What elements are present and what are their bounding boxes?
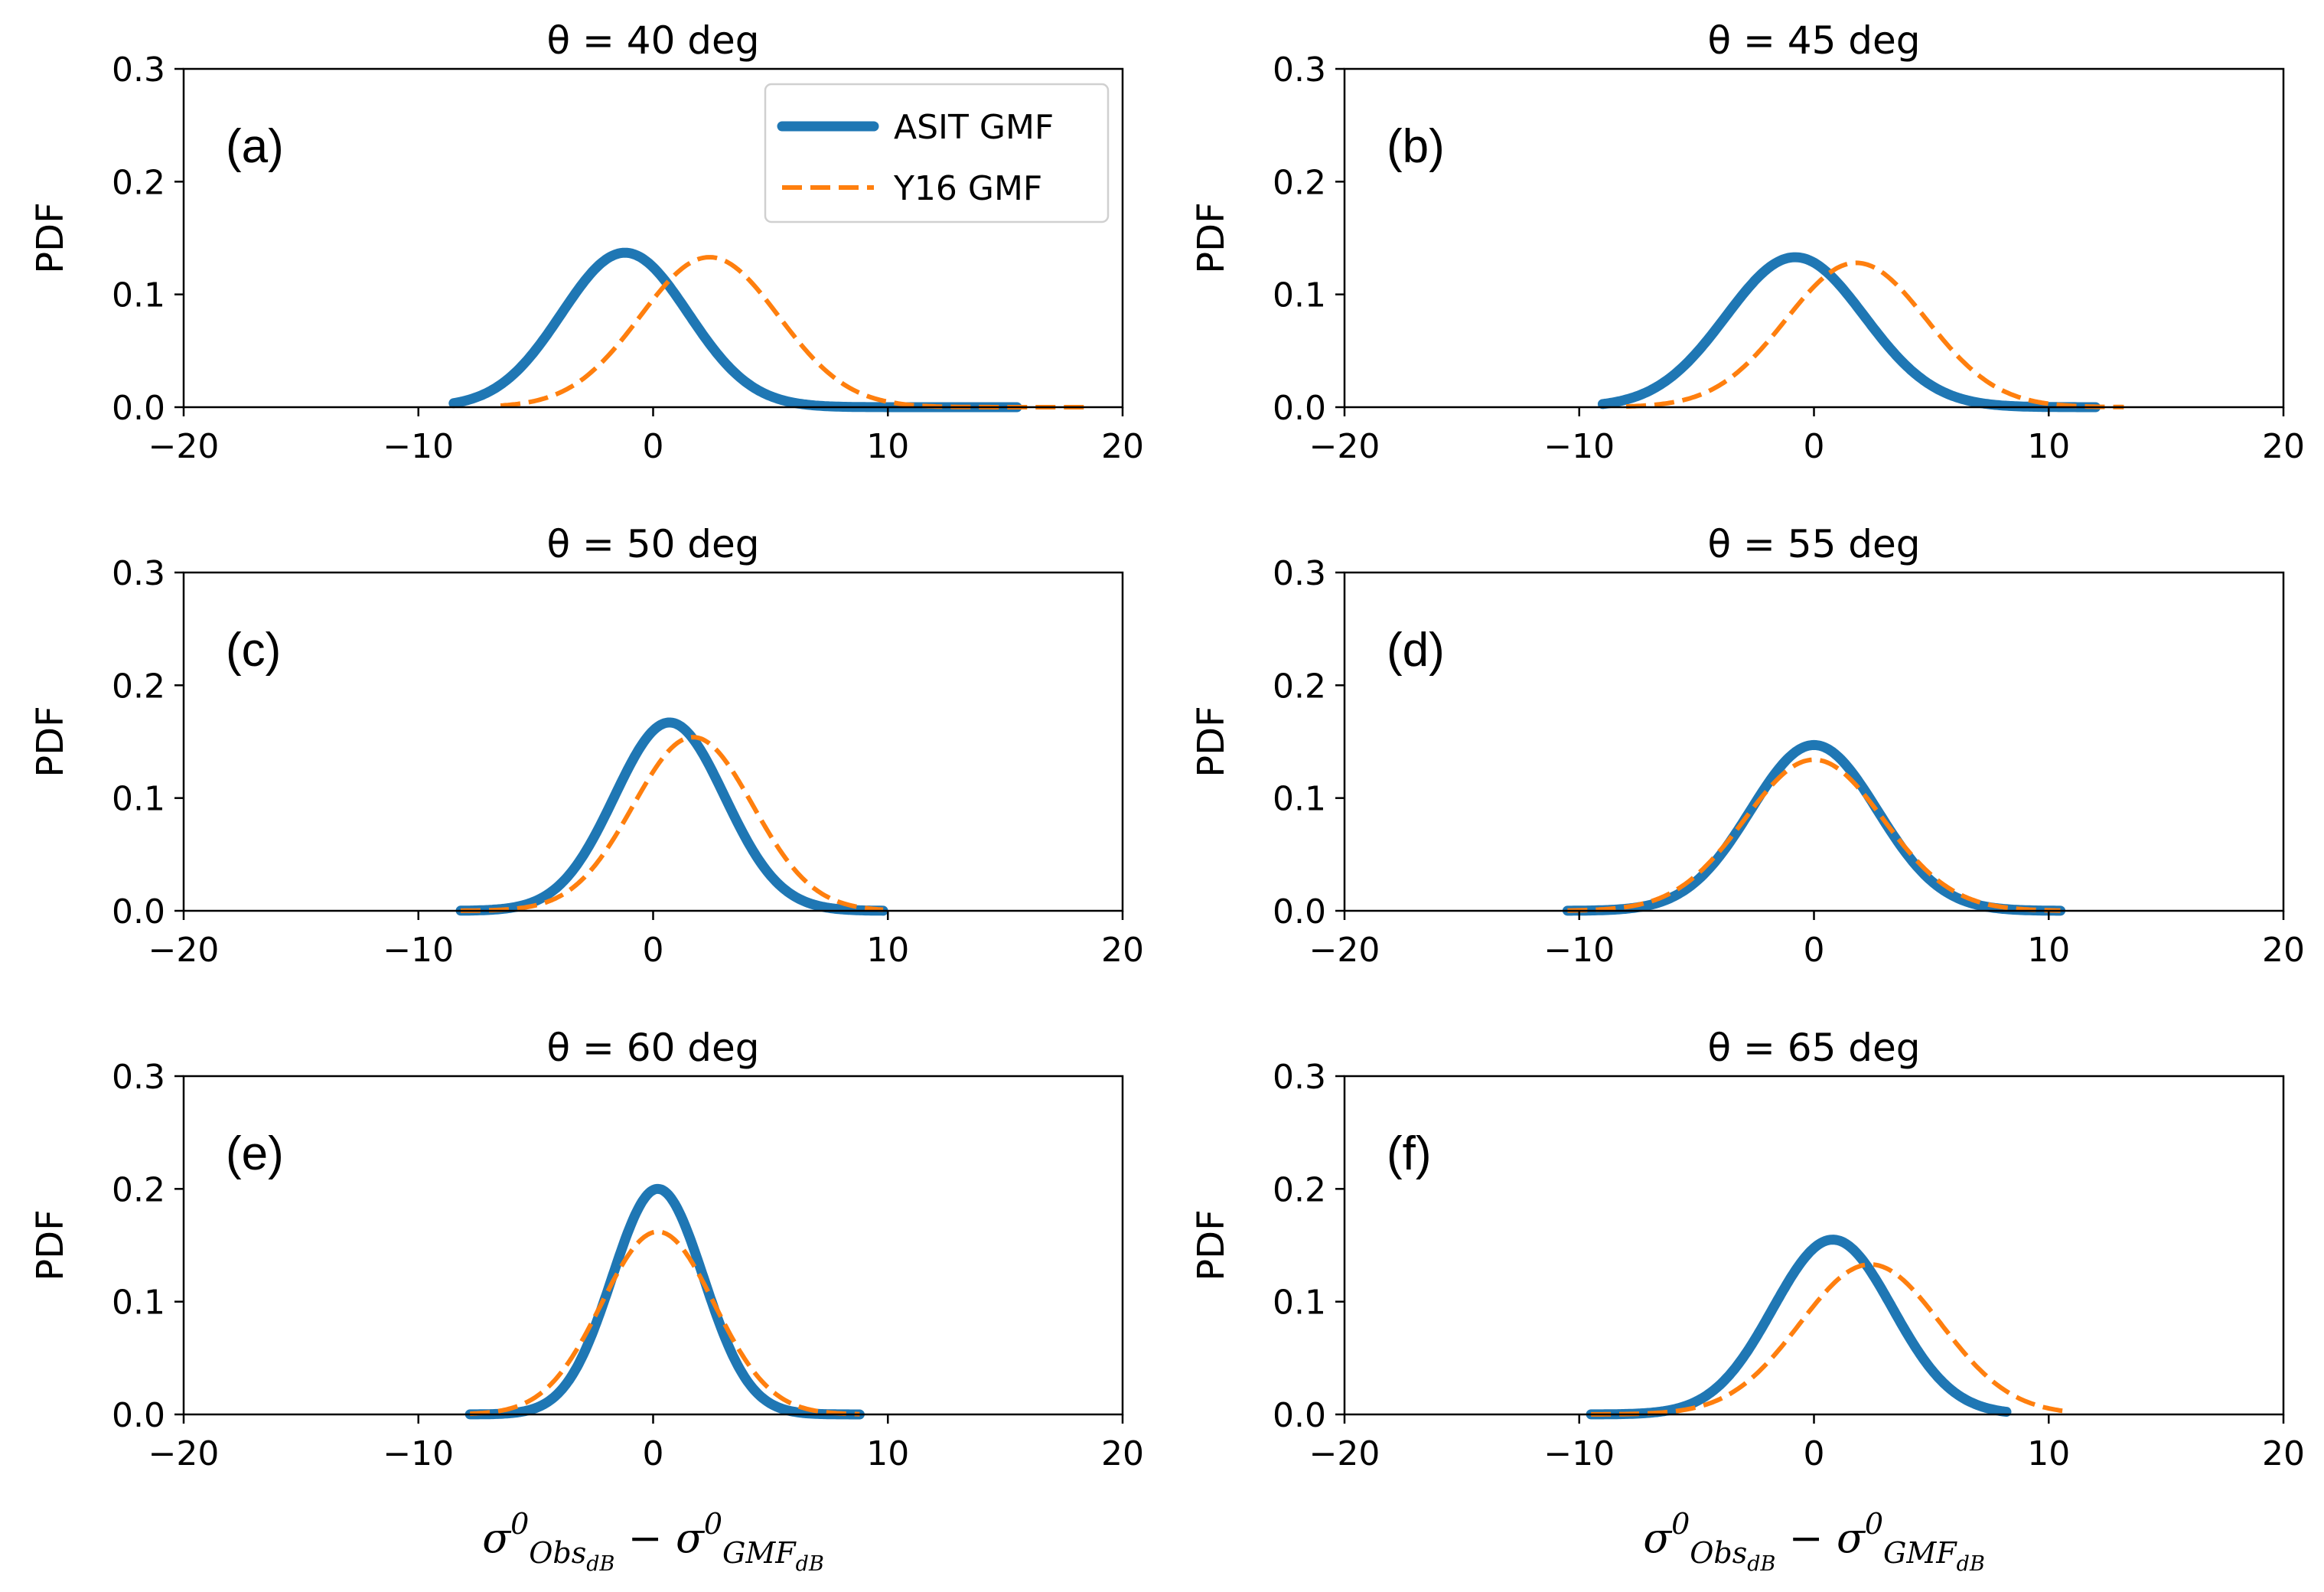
panel-title-d: θ = 55 deg: [1707, 522, 1920, 566]
x-tick-label: −10: [383, 931, 454, 970]
y-tick-label: 0.1: [112, 276, 165, 315]
x-tick-label: 20: [2262, 427, 2305, 466]
x-tick-label: 0: [1804, 1434, 1825, 1473]
x-tick-label: 20: [2262, 931, 2305, 970]
x-tick-label: 20: [1101, 931, 1144, 970]
legend-label-y16: Y16 GMF: [893, 169, 1042, 208]
y16-gmf-curve-e: [469, 1229, 861, 1417]
x-tick-label: −20: [148, 931, 220, 970]
x-tick-label: 10: [866, 427, 909, 466]
y-tick-label: 0.2: [112, 667, 165, 706]
x-tick-label: 10: [2027, 1434, 2070, 1473]
x-tick-label: −10: [1543, 427, 1615, 466]
axes-frame-c: [182, 571, 1124, 912]
y-axis-label: PDF: [29, 1209, 72, 1281]
axes-frame-e: [182, 1075, 1124, 1416]
x-tick-label: −10: [1543, 931, 1615, 970]
asit-gmf-curve-b: [1597, 252, 2101, 413]
asit-gmf-curve-d: [1562, 739, 2066, 916]
x-axis-label: σ0ObsdB − σ0GMFdB: [482, 1507, 824, 1576]
y-tick-label: 0.1: [112, 780, 165, 819]
y16-gmf-curve-f: [1590, 1262, 2064, 1417]
y-tick-label: 0.2: [112, 1170, 165, 1209]
panel-title-b: θ = 45 deg: [1707, 18, 1920, 63]
x-tick-label: 0: [1804, 427, 1825, 466]
x-tick-label: 10: [866, 1434, 909, 1473]
axes-frame-b: [1343, 67, 2285, 409]
x-tick-label: 20: [2262, 1434, 2305, 1473]
y-tick-label: 0.1: [112, 1284, 165, 1323]
y-tick-label: 0.1: [1273, 1284, 1326, 1323]
y-tick-label: 0.2: [1273, 1170, 1326, 1209]
y-tick-label: 0.3: [112, 1058, 165, 1097]
panel-letter-a: (a): [226, 120, 284, 173]
y-tick-label: 0.3: [1273, 51, 1326, 90]
panel-letter-e: (e): [226, 1127, 284, 1180]
x-tick-label: −20: [1309, 427, 1380, 466]
y-tick-label: 0.1: [1273, 276, 1326, 315]
legend-label-asit: ASIT GMF: [894, 108, 1054, 147]
x-tick-label: 10: [2027, 427, 2070, 466]
legend: ASIT GMF Y16 GMF: [764, 83, 1110, 223]
x-tick-label: 20: [1101, 1434, 1144, 1473]
asit-gmf-curve-a: [448, 247, 1022, 413]
x-tick-label: −20: [1309, 931, 1380, 970]
x-tick-label: −10: [1543, 1434, 1615, 1473]
y16-gmf-curve-c: [460, 735, 884, 913]
x-tick-label: −20: [148, 427, 220, 466]
y-axis-label: PDF: [1190, 706, 1233, 778]
asit-gmf-curve-e: [464, 1183, 865, 1420]
x-tick-label: −10: [383, 1434, 454, 1473]
subplot-d: −20 −10 0 10 20 0.0 0.1 0.2 0.3 PDF θ = 55 deg (d): [1190, 522, 2305, 970]
x-tick-label: 10: [2027, 931, 2070, 970]
y-axis-label: PDF: [1190, 1209, 1233, 1281]
x-tick-label: 0: [643, 1434, 664, 1473]
x-tick-label: −20: [1309, 1434, 1380, 1473]
x-tick-label: 0: [643, 427, 664, 466]
x-axis-label: σ0ObsdB − σ0GMFdB: [1643, 1507, 1985, 1576]
subplot-c: −20 −10 0 10 20 0.0 0.1 0.2 0.3 PDF θ = 50 deg (c): [29, 522, 1144, 970]
subplot-a: −20 −10 0 10 20 0.0 0.1 0.2 0.3 PDF θ = 40 deg (a) A…: [29, 18, 1144, 466]
y-tick-label: 0.3: [112, 554, 165, 593]
x-tick-label: −10: [383, 427, 454, 466]
panel-title-e: θ = 60 deg: [546, 1026, 759, 1070]
panel-letter-c: (c): [226, 624, 281, 677]
y-tick-label: 0.0: [112, 389, 165, 428]
panel-letter-d: (d): [1387, 624, 1445, 677]
y-tick-label: 0.2: [1273, 163, 1326, 202]
y-tick-label: 0.1: [1273, 780, 1326, 819]
panel-title-c: θ = 50 deg: [546, 522, 759, 566]
y-tick-label: 0.2: [1273, 667, 1326, 706]
x-tick-label: −20: [148, 1434, 220, 1473]
y-tick-label: 0.3: [1273, 554, 1326, 593]
y-tick-label: 0.0: [112, 892, 165, 931]
y-tick-label: 0.0: [112, 1396, 165, 1435]
x-tick-label: 10: [866, 931, 909, 970]
y-tick-label: 0.2: [112, 163, 165, 202]
y-tick-label: 0.0: [1273, 892, 1326, 931]
y-tick-label: 0.0: [1273, 1396, 1326, 1435]
y-tick-label: 0.0: [1273, 389, 1326, 428]
y-tick-label: 0.3: [112, 51, 165, 90]
subplot-f: −20 −10 0 10 20 0.0 0.1 0.2 0.3 PDF θ = 65 deg (f) σ…: [1190, 1026, 2305, 1576]
y16-gmf-curve-b: [1625, 260, 2124, 409]
y16-gmf-curve-d: [1567, 757, 2061, 913]
y-tick-label: 0.3: [1273, 1058, 1326, 1097]
panel-letter-f: (f): [1387, 1127, 1432, 1180]
panel-letter-b: (b): [1387, 120, 1445, 173]
asit-gmf-curve-c: [455, 717, 888, 916]
panel-title-a: θ = 40 deg: [546, 18, 759, 63]
x-tick-label: 20: [1101, 427, 1144, 466]
y-axis-label: PDF: [29, 706, 72, 778]
y-axis-label: PDF: [1190, 202, 1233, 274]
x-tick-label: 0: [1804, 931, 1825, 970]
subplot-b: −20 −10 0 10 20 0.0 0.1 0.2 0.3 PDF θ = 45 deg (b): [1190, 18, 2305, 466]
y-axis-label: PDF: [29, 202, 72, 274]
subplot-e: −20 −10 0 10 20 0.0 0.1 0.2 0.3 PDF θ = 60 deg (e) σ…: [29, 1026, 1144, 1576]
panel-title-f: θ = 65 deg: [1707, 1026, 1920, 1070]
x-tick-label: 0: [643, 931, 664, 970]
